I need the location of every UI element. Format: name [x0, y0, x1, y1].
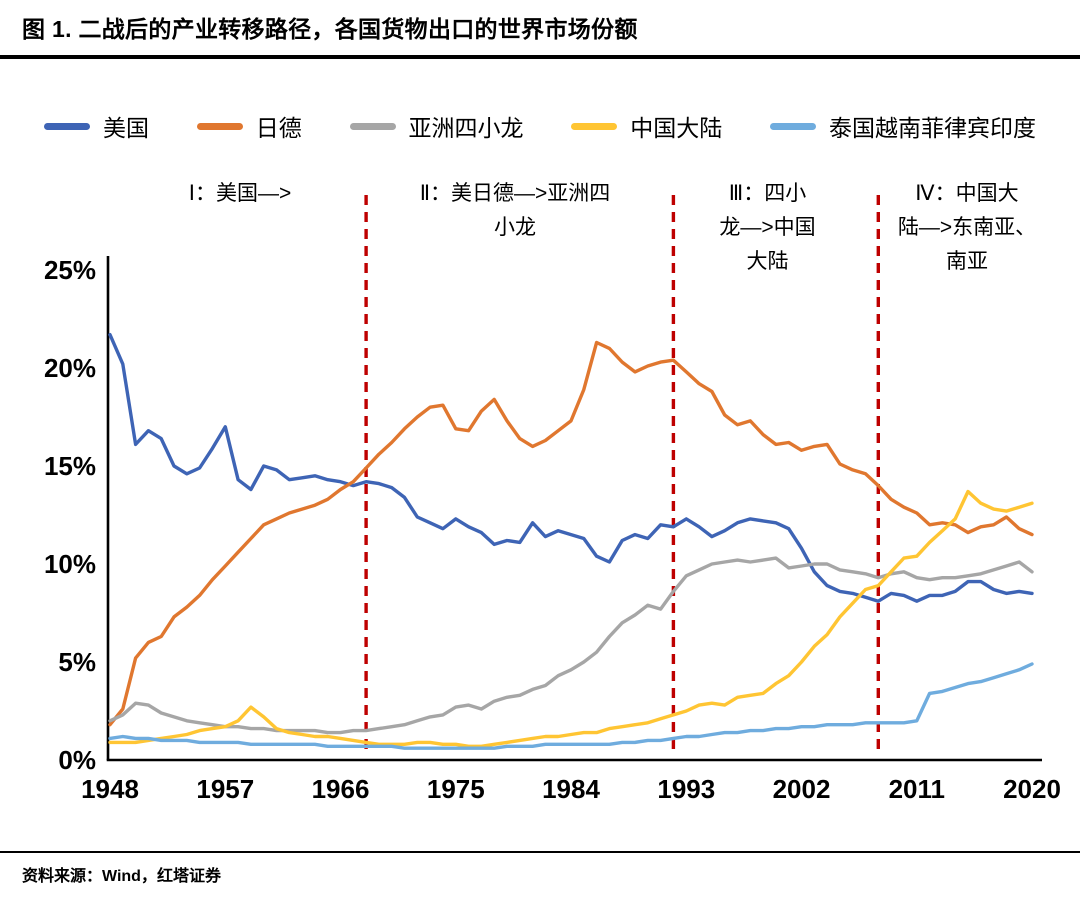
legend: 美国 日德 亚洲四小龙 中国大陆 泰国越南菲律宾印度 — [0, 109, 1080, 143]
legend-item-us: 美国 — [44, 109, 149, 143]
figure-footer: 资料来源：Wind，红塔证券 — [0, 851, 1080, 895]
source-note: 资料来源：Wind，红塔证券 — [22, 868, 221, 885]
svg-text:25%: 25% — [44, 255, 96, 285]
legend-item-japan-germany: 日德 — [196, 109, 302, 143]
svg-text:1966: 1966 — [312, 774, 370, 804]
legend-swatch — [571, 122, 618, 130]
svg-text:5%: 5% — [58, 647, 96, 677]
svg-text:1984: 1984 — [542, 774, 600, 804]
legend-item-asian-tigers: 亚洲四小龙 — [349, 109, 524, 143]
figure-title: 图 1. 二战后的产业转移路径，各国货物出口的世界市场份额 — [22, 16, 638, 42]
svg-text:1957: 1957 — [196, 774, 254, 804]
phase-annotation-2: Ⅱ：美日德—>亚洲四 小龙 — [419, 182, 611, 240]
svg-text:20%: 20% — [44, 353, 96, 383]
legend-label: 泰国越南菲律宾印度 — [829, 115, 1036, 141]
legend-label: 亚洲四小龙 — [408, 115, 524, 141]
svg-text:2020: 2020 — [1003, 774, 1061, 804]
svg-text:1948: 1948 — [81, 774, 139, 804]
legend-label: 美国 — [103, 115, 149, 141]
legend-swatch — [44, 122, 90, 130]
phase-annotation-1: Ⅰ：美国—> — [188, 182, 292, 205]
svg-text:2011: 2011 — [889, 774, 945, 804]
legend-item-se-asia-india: 泰国越南菲律宾印度 — [770, 109, 1036, 143]
svg-text:10%: 10% — [44, 549, 96, 579]
legend-label: 中国大陆 — [630, 115, 723, 141]
legend-label: 日德 — [255, 115, 302, 141]
line-chart: 0% 5% 10% 15% 20% 25% 1948 1957 1966 1975 1984 1993… — [0, 149, 1080, 825]
svg-text:1993: 1993 — [657, 774, 715, 804]
figure-header: 图 1. 二战后的产业转移路径，各国货物出口的世界市场份额 — [0, 0, 1080, 59]
legend-swatch — [196, 122, 243, 130]
chart-canvas: 0% 5% 10% 15% 20% 25% 1948 1957 1966 1975 1984 1993… — [44, 195, 1061, 804]
phase-annotation-4: Ⅳ：中国大 陆—>东南亚、 南亚 — [897, 182, 1037, 274]
svg-text:0%: 0% — [58, 745, 96, 775]
legend-swatch — [770, 122, 816, 130]
phase-annotation-3: Ⅲ：四小 龙—>中国 大陆 — [719, 182, 816, 274]
svg-text:1975: 1975 — [427, 774, 485, 804]
svg-text:2002: 2002 — [773, 774, 831, 804]
svg-text:15%: 15% — [44, 451, 96, 481]
legend-item-mainland-china: 中国大陆 — [571, 109, 722, 143]
legend-swatch — [349, 122, 396, 130]
